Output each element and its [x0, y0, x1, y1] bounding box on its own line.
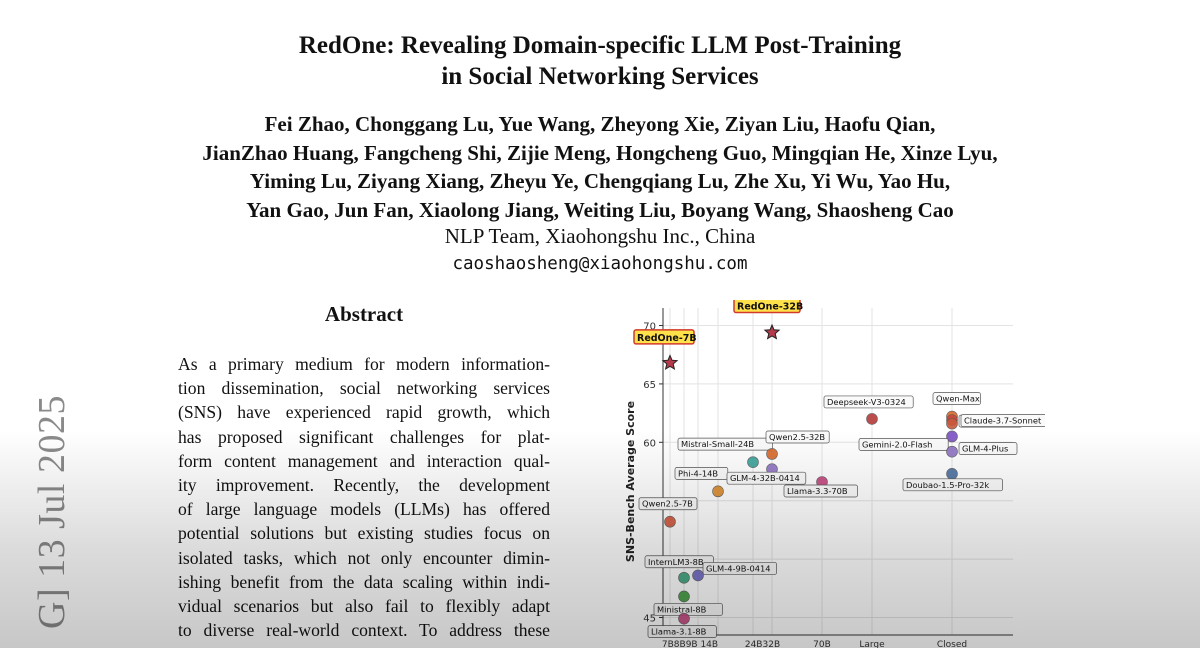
- data-label-box: [960, 414, 1045, 427]
- data-point: [664, 515, 676, 528]
- abstract-line: of large language models (LLMs) has offe…: [178, 499, 550, 520]
- x-tick-label: Large: [859, 640, 885, 648]
- sns-bench-chart: 45556065707B8B9B 14B24B32B70BLargeClosed…: [615, 300, 1045, 648]
- data-label-box: [733, 300, 801, 314]
- data-point: [866, 413, 878, 425]
- abstract-line: (SNS) have experienced rapid growth, whi…: [178, 402, 550, 423]
- data-label-box: [858, 438, 949, 451]
- paper-title: RedOne: Revealing Domain-specific LLM Po…: [0, 30, 1200, 92]
- y-axis-label: SNS-Bench Average Score: [624, 401, 637, 562]
- y-tick-label: 45: [643, 613, 656, 624]
- data-label: GLM-4-Plus: [962, 444, 1008, 454]
- data-point: [946, 417, 958, 430]
- data-label: Claude-3.7-Sonnet: [964, 416, 1042, 426]
- x-tick-label: Closed: [937, 640, 967, 648]
- author-list: Fei Zhao, Chonggang Lu, Yue Wang, Zheyon…: [0, 110, 1200, 224]
- data-point: [766, 448, 778, 460]
- data-label-box: [932, 392, 981, 405]
- abstract-line: ishing benefit from the data scaling wit…: [178, 571, 550, 592]
- abstract-heading: Abstract: [324, 302, 404, 326]
- data-point: [692, 569, 704, 582]
- data-label-box: [726, 471, 807, 485]
- title-line: in Social Networking Services: [441, 63, 759, 90]
- data-label: Gemini-2.0-Flash: [862, 439, 932, 449]
- abstract-line: potential solutions but existing studies…: [178, 523, 550, 544]
- data-label: GLM-4-32B-0414: [730, 473, 800, 483]
- y-tick-label: 60: [643, 438, 656, 449]
- data-label: Llama-3.1-8B: [651, 627, 707, 637]
- abstract-line: has proposed significant challenges for …: [178, 426, 550, 447]
- data-label: Ministral-8B: [657, 604, 707, 614]
- data-point: [946, 468, 958, 480]
- data-label: Llama-3.3-70B: [787, 486, 848, 496]
- data-label: Deepseek-V3-0324: [827, 397, 906, 407]
- data-label-box: [958, 442, 1018, 455]
- data-label-box: [765, 430, 830, 444]
- data-label-box: [783, 484, 858, 498]
- data-point: [678, 571, 690, 584]
- data-label-box: [638, 497, 698, 511]
- data-point: [747, 456, 759, 468]
- data-label-box: [633, 329, 695, 345]
- data-label: Mistral-Small-24B: [681, 439, 754, 449]
- data-label-box: [702, 562, 777, 575]
- data-label-box: [644, 555, 714, 569]
- x-tick-label: 7B8B9B 14B: [662, 640, 718, 648]
- data-label: RedOne-32B: [737, 302, 803, 313]
- y-tick-label: 65: [643, 380, 656, 391]
- data-label: Qwen2.5-32B: [769, 432, 825, 442]
- title-line: RedOne: Revealing Domain-specific LLM Po…: [298, 32, 902, 59]
- data-point: [946, 430, 958, 443]
- data-point: [678, 590, 690, 603]
- abstract-line: to diverse real-world context. To addres…: [178, 620, 550, 641]
- abstract-line: vidual scenarios but also fail to flexib…: [178, 596, 550, 617]
- data-point: [946, 445, 958, 458]
- affiliation: NLP Team, Xiaohongshu Inc., China: [444, 224, 756, 248]
- y-tick-label: 70: [643, 322, 656, 333]
- data-label-box: [902, 478, 1003, 492]
- data-point: [678, 612, 690, 625]
- abstract-line: form content management and interaction …: [178, 450, 550, 471]
- data-label: InternLM3-8B: [648, 557, 704, 567]
- data-label: Phi-4-14B: [678, 468, 718, 478]
- author-line: Yan Gao, Jun Fan, Xiaolong Jiang, Weitin…: [246, 197, 954, 222]
- x-tick-label: 70B: [813, 640, 831, 648]
- abstract-line: As a primary medium for modern informati…: [178, 354, 550, 374]
- data-point-star: [763, 323, 781, 340]
- abstract-line: ity improvement. Recently, the developme…: [178, 475, 550, 496]
- arxiv-side-stamp: G] 13 Jul 2025: [31, 395, 73, 629]
- data-label: Qwen-Max: [936, 394, 980, 404]
- data-label-box: [677, 437, 773, 451]
- data-label: GLM-4-9B-0414: [706, 563, 771, 573]
- data-label-box: [823, 395, 914, 409]
- abstract-text: As a primary medium for modern informati…: [178, 352, 550, 642]
- data-label: RedOne-7B: [637, 333, 697, 344]
- author-line: Yiming Lu, Ziyang Xiang, Zheyu Ye, Cheng…: [249, 169, 951, 193]
- author-email: caoshaosheng@xiaohongshu.com: [452, 254, 748, 274]
- x-tick-label: 24B32B: [745, 640, 780, 648]
- data-point-star: [661, 354, 679, 371]
- scatter-plot: 45556065707B8B9B 14B24B32B70BLargeClosed…: [624, 300, 1045, 648]
- abstract-line: tion dissemination, social networking se…: [178, 378, 550, 399]
- author-line: JianZhao Huang, Fangcheng Shi, Zijie Men…: [202, 140, 998, 165]
- data-label-box: [647, 625, 717, 638]
- abstract-line: isolated tasks, which not only encounter…: [178, 547, 550, 568]
- author-line: Fei Zhao, Chonggang Lu, Yue Wang, Zheyon…: [264, 112, 936, 136]
- data-label: Doubao-1.5-Pro-32k: [906, 480, 989, 490]
- data-label: Qwen2.5-7B: [642, 499, 693, 509]
- data-point: [712, 485, 724, 498]
